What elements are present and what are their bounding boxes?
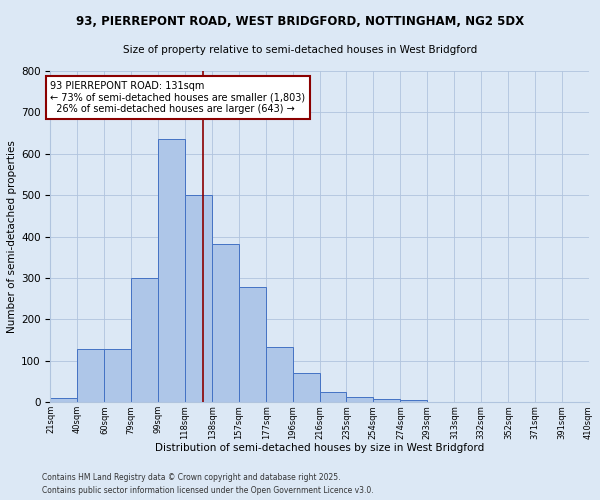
- Text: Size of property relative to semi-detached houses in West Bridgford: Size of property relative to semi-detach…: [123, 45, 477, 55]
- X-axis label: Distribution of semi-detached houses by size in West Bridgford: Distribution of semi-detached houses by …: [155, 443, 484, 453]
- Text: Contains HM Land Registry data © Crown copyright and database right 2025.: Contains HM Land Registry data © Crown c…: [42, 474, 341, 482]
- Bar: [158, 140, 185, 402]
- Bar: [400, 400, 427, 402]
- Bar: [373, 399, 400, 402]
- Y-axis label: Number of semi-detached properties: Number of semi-detached properties: [7, 140, 17, 333]
- Bar: [239, 287, 266, 402]
- Bar: [212, 244, 239, 402]
- Bar: [185, 195, 212, 402]
- Bar: [50, 398, 77, 402]
- Bar: [346, 397, 373, 402]
- Text: 93, PIERREPONT ROAD, WEST BRIDGFORD, NOTTINGHAM, NG2 5DX: 93, PIERREPONT ROAD, WEST BRIDGFORD, NOT…: [76, 15, 524, 28]
- Bar: [131, 278, 158, 402]
- Text: Contains public sector information licensed under the Open Government Licence v3: Contains public sector information licen…: [42, 486, 374, 495]
- Bar: [320, 392, 346, 402]
- Bar: [104, 349, 131, 402]
- Bar: [77, 349, 104, 402]
- Text: 93 PIERREPONT ROAD: 131sqm
← 73% of semi-detached houses are smaller (1,803)
  2: 93 PIERREPONT ROAD: 131sqm ← 73% of semi…: [50, 82, 305, 114]
- Bar: [266, 347, 293, 402]
- Bar: [293, 373, 320, 402]
